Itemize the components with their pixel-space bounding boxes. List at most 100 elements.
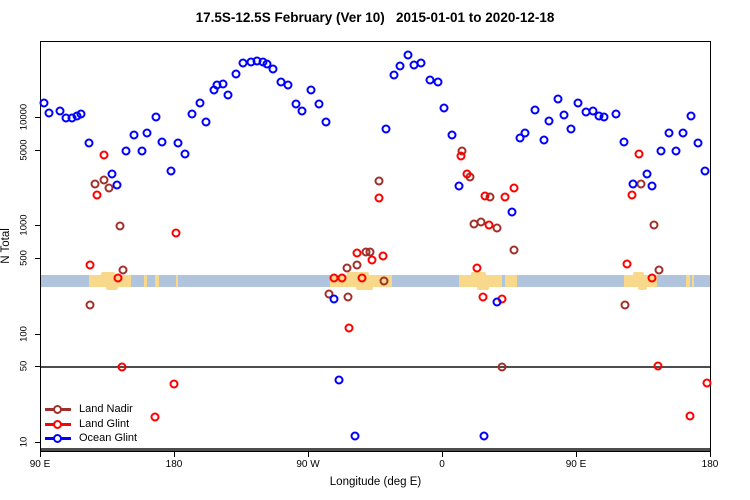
data-point-land-glint xyxy=(337,273,347,282)
data-point-ocean-glint xyxy=(507,207,517,217)
data-point-ocean-glint xyxy=(700,166,710,176)
data-point-land-glint xyxy=(456,151,466,161)
data-point-land-glint xyxy=(367,255,377,265)
data-point-ocean-glint xyxy=(447,130,457,140)
x-tick-label: 0 xyxy=(439,459,445,470)
x-tick-label: 180 xyxy=(165,459,183,470)
data-point-land-nadir xyxy=(115,221,125,231)
data-point-land-glint xyxy=(344,323,354,333)
data-point-ocean-glint xyxy=(530,105,540,115)
data-point-ocean-glint xyxy=(403,50,413,60)
data-point-land-glint xyxy=(150,412,160,422)
data-point-ocean-glint xyxy=(76,109,86,119)
data-point-land-glint xyxy=(99,150,109,160)
land-patch-bump xyxy=(106,285,118,290)
land-patch-bump xyxy=(471,272,486,277)
legend-circle-swatch xyxy=(53,419,62,429)
y-tick-label: 50 xyxy=(18,360,30,372)
data-point-land-glint xyxy=(352,248,362,258)
data-point-ocean-glint xyxy=(334,375,344,385)
data-point-land-nadir xyxy=(90,179,100,189)
data-point-land-nadir xyxy=(492,223,502,233)
data-point-land-glint xyxy=(329,273,339,282)
data-point-land-nadir xyxy=(509,245,519,255)
data-point-land-nadir xyxy=(365,247,375,257)
data-point-land-glint xyxy=(484,220,494,230)
data-point-ocean-glint xyxy=(664,128,674,138)
data-point-ocean-glint xyxy=(121,146,131,156)
data-point-ocean-glint xyxy=(201,117,211,127)
data-point-land-nadir xyxy=(620,300,630,310)
data-point-land-glint xyxy=(480,191,490,201)
data-point-ocean-glint xyxy=(107,169,117,179)
data-point-ocean-glint xyxy=(350,431,360,441)
data-point-ocean-glint xyxy=(268,64,278,74)
x-tick-mark xyxy=(710,452,711,457)
data-point-land-nadir xyxy=(654,265,664,275)
data-point-ocean-glint xyxy=(55,106,65,116)
data-point-ocean-glint xyxy=(321,117,331,127)
y-tick-mark xyxy=(35,149,40,151)
data-point-ocean-glint xyxy=(647,181,657,191)
data-point-ocean-glint xyxy=(231,69,241,79)
chart-title: 17.5S-12.5S February (Ver 10) 2015-01-01… xyxy=(195,10,555,25)
data-point-ocean-glint xyxy=(628,179,638,189)
data-point-ocean-glint xyxy=(84,138,94,148)
data-point-ocean-glint xyxy=(599,112,609,122)
data-point-ocean-glint xyxy=(678,128,688,138)
y-tick-mark xyxy=(35,366,40,368)
land-patch xyxy=(504,275,518,287)
land-patch xyxy=(175,275,178,287)
data-point-ocean-glint xyxy=(218,79,228,89)
data-point-ocean-glint xyxy=(492,297,502,307)
x-axis-label: Longitude (deg E) xyxy=(329,476,422,488)
data-point-land-glint xyxy=(85,260,95,270)
data-point-land-glint xyxy=(702,378,712,388)
data-point-land-nadir xyxy=(118,265,128,275)
y-axis-label: N Total xyxy=(0,228,12,264)
data-point-land-glint xyxy=(634,149,644,159)
baseline-bar xyxy=(41,448,710,451)
reference-line-50 xyxy=(41,366,710,369)
data-point-ocean-glint xyxy=(129,130,139,140)
data-point-land-glint xyxy=(500,192,510,202)
data-point-land-glint xyxy=(92,190,102,200)
data-point-ocean-glint xyxy=(573,98,583,108)
data-point-ocean-glint xyxy=(425,75,435,85)
y-tick-label: 10 xyxy=(18,436,30,448)
data-point-ocean-glint xyxy=(238,58,248,68)
data-point-land-nadir xyxy=(342,263,352,273)
data-point-land-glint xyxy=(113,273,123,283)
data-point-land-nadir xyxy=(497,362,507,372)
x-tick-mark xyxy=(308,452,309,457)
legend-circle-swatch xyxy=(53,434,62,443)
data-point-ocean-glint xyxy=(520,128,530,138)
data-point-land-glint xyxy=(478,292,488,302)
data-point-ocean-glint xyxy=(671,146,681,156)
legend-label: Land Nadir xyxy=(79,403,133,415)
data-point-ocean-glint xyxy=(180,149,190,159)
land-patch xyxy=(144,275,148,287)
data-point-land-nadir xyxy=(99,175,109,185)
data-point-ocean-glint xyxy=(329,294,339,304)
land-patch xyxy=(686,275,691,287)
x-tick-mark xyxy=(442,452,443,457)
data-point-land-nadir xyxy=(636,179,646,189)
data-point-ocean-glint xyxy=(395,61,405,71)
data-point-ocean-glint xyxy=(39,98,49,108)
data-point-land-glint xyxy=(378,251,388,261)
data-point-land-glint xyxy=(622,259,632,269)
data-point-ocean-glint xyxy=(642,169,652,179)
data-point-land-glint xyxy=(627,190,637,200)
x-tick-mark xyxy=(576,452,577,457)
data-point-ocean-glint xyxy=(297,106,307,116)
y-tick-label: 1000 xyxy=(18,214,30,236)
data-point-land-glint xyxy=(171,228,181,238)
data-point-ocean-glint xyxy=(433,77,443,87)
data-point-ocean-glint xyxy=(619,137,629,147)
data-point-ocean-glint xyxy=(588,106,598,116)
y-tick-label: 500 xyxy=(18,250,30,266)
data-point-ocean-glint xyxy=(195,98,205,108)
data-point-land-glint xyxy=(117,362,127,372)
